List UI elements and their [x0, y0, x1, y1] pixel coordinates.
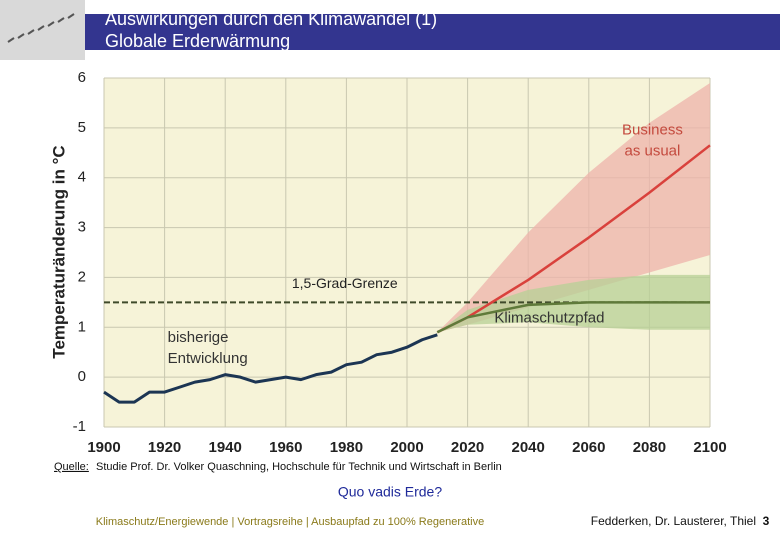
- series-line: [436, 301, 710, 334]
- y-tick-label: 0: [78, 368, 86, 385]
- y-tick-label: 5: [78, 119, 86, 136]
- reference-label: 1,5-Grad-Grenze: [292, 275, 398, 291]
- x-tick-label: 1920: [148, 439, 181, 456]
- x-tick-label: 1900: [87, 439, 120, 456]
- x-tick-label: 2060: [572, 439, 605, 456]
- subtitle: Quo vadis Erde?: [338, 484, 442, 500]
- x-tick-label: 2000: [390, 439, 423, 456]
- uncertainty-band: [437, 82, 710, 333]
- x-tick-label: 2080: [633, 439, 666, 456]
- logo: [7, 13, 75, 43]
- y-tick-label: 6: [78, 69, 86, 86]
- series-label: bisherige: [168, 329, 229, 346]
- page-number: 3: [763, 514, 770, 528]
- y-axis-label: Temperaturänderung in °C: [49, 145, 68, 358]
- series-line: [103, 333, 438, 404]
- y-tick-label: 3: [78, 219, 86, 236]
- y-tick-label: 2: [78, 268, 86, 285]
- y-tick-label: 4: [78, 169, 86, 186]
- series-label: as usual: [624, 142, 680, 159]
- title-line: Globale Erderwärmung: [105, 31, 290, 51]
- x-tick-label: 2040: [512, 439, 545, 456]
- logo-box: [0, 0, 85, 60]
- y-tick-label: 1: [78, 318, 86, 335]
- footer-left: Klimaschutz/Energiewende | Vortragsreihe…: [96, 516, 485, 528]
- x-tick-label: 2020: [451, 439, 484, 456]
- source-text: Studie Prof. Dr. Volker Quaschning, Hoch…: [96, 461, 502, 473]
- x-tick-label: 1940: [209, 439, 242, 456]
- footer-right: Fedderken, Dr. Lausterer, Thiel: [591, 514, 756, 528]
- y-tick-label: -1: [73, 418, 86, 435]
- source-label: Quelle:: [54, 461, 89, 473]
- series-label: Business: [622, 121, 683, 138]
- series-label: Entwicklung: [168, 350, 248, 367]
- x-tick-label: 1960: [269, 439, 302, 456]
- series-label: Klimaschutzpfad: [494, 309, 604, 326]
- header-bar: [85, 14, 780, 50]
- x-tick-label: 2100: [693, 439, 726, 456]
- x-tick-label: 1980: [330, 439, 363, 456]
- title-line: Auswirkungen durch den Klimawandel (1): [105, 9, 437, 29]
